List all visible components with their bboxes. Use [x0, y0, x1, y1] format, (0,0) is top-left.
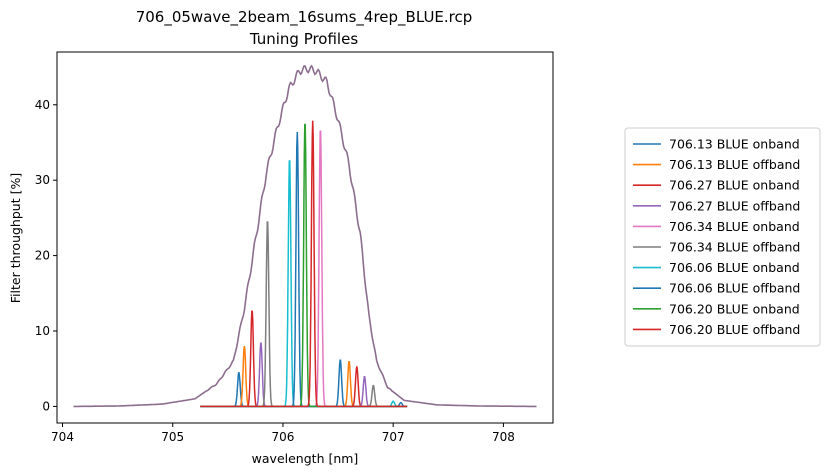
legend-label: 706.34 BLUE onband	[669, 219, 800, 234]
y-tick-label: 30	[35, 173, 50, 187]
series-line	[200, 120, 408, 408]
y-tick-label: 0	[42, 399, 50, 413]
chart-title: 706_05wave_2beam_16sums_4rep_BLUE.rcp	[136, 8, 473, 27]
x-tick-label: 706	[272, 430, 295, 444]
x-tick-label: 707	[382, 430, 405, 444]
legend-label: 706.20 BLUE onband	[669, 301, 800, 316]
y-tick-label: 10	[35, 324, 50, 338]
x-tick-label: 705	[161, 430, 184, 444]
legend-box	[624, 127, 821, 347]
legend-label: 706.06 BLUE onband	[669, 260, 800, 275]
plot-lines	[73, 64, 537, 408]
x-axis-label: wavelength [nm]	[252, 451, 359, 466]
legend-label: 706.06 BLUE offband	[669, 281, 800, 296]
legend-label: 706.27 BLUE onband	[669, 178, 800, 193]
x-axis: 704 705 706 707 708	[51, 423, 515, 444]
series-line	[200, 359, 408, 408]
x-tick-label: 704	[51, 430, 74, 444]
legend-label: 706.13 BLUE offband	[669, 157, 800, 172]
legend-label: 706.34 BLUE offband	[669, 240, 800, 255]
legend-label: 706.20 BLUE offband	[669, 322, 800, 337]
legend-label: 706.27 BLUE offband	[669, 198, 800, 213]
y-axis-label: Filter throughput [%]	[8, 173, 23, 303]
legend: 706.13 BLUE onband 706.13 BLUE offband 706…	[624, 127, 821, 347]
y-tick-label: 20	[35, 249, 50, 263]
plot-frame	[56, 51, 554, 424]
y-tick-label: 40	[35, 98, 50, 112]
y-axis: 0 10 20 30 40	[35, 98, 57, 413]
envelope-line	[73, 64, 537, 408]
x-tick-label: 708	[492, 430, 515, 444]
legend-label: 706.13 BLUE onband	[669, 137, 800, 152]
chart-subtitle: Tuning Profiles	[249, 30, 359, 48]
